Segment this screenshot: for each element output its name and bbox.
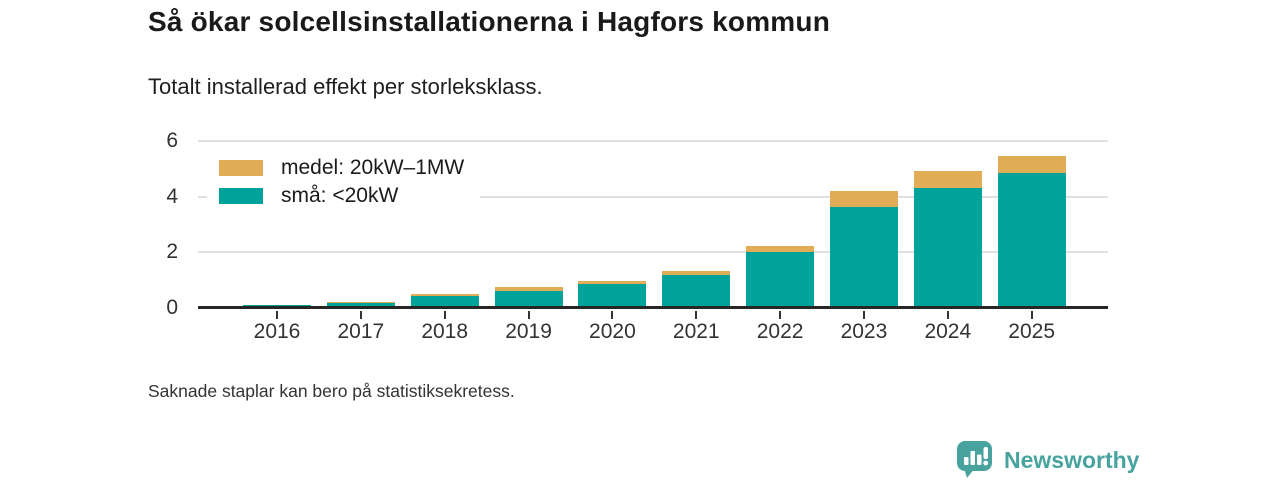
bar-segment-2018-medel [410, 293, 479, 297]
gridline-y6 [198, 140, 1108, 143]
x-tick-label-2020: 2020 [589, 320, 636, 343]
bar-segment-2021-medel [662, 271, 731, 276]
y-tick-label-0: 0 [166, 296, 178, 319]
chart-subtitle: Totalt installerad effekt per storlekskl… [148, 74, 543, 99]
bar-segment-2022-sma [746, 251, 815, 308]
legend-swatch-icon [219, 160, 263, 176]
x-tick-label-2022: 2022 [756, 320, 804, 343]
footnote: Saknade staplar kan bero på statistiksek… [148, 381, 515, 401]
x-tick-2021 [695, 311, 698, 319]
bar-segment-2020-sma [578, 283, 647, 308]
y-tick-label-6: 6 [166, 129, 178, 153]
y-tick-label-4: 4 [166, 184, 178, 208]
x-tick-label-2024: 2024 [924, 320, 972, 343]
logo-text: Newsworthy [1004, 446, 1140, 473]
bar-segment-2024-medel [913, 170, 982, 188]
legend-swatch-icon [219, 188, 263, 204]
x-tick-2017 [359, 311, 362, 319]
x-tick-2016 [276, 311, 278, 319]
x-tick-2019 [527, 311, 530, 319]
bar-segment-2017-sma [326, 302, 395, 308]
bar-segment-2023-medel [829, 190, 898, 207]
gridline-y2 [198, 251, 1108, 254]
bar-segment-2018-sma [410, 296, 479, 308]
x-tick-2022 [779, 311, 782, 319]
bar-segment-2025-medel [997, 155, 1066, 174]
bar-segment-2023-sma [829, 206, 898, 308]
legend-item-0: medel: 20kW–1MW [219, 156, 464, 180]
newsworthy-logo: Newsworthy [955, 440, 1139, 478]
x-axis-line [198, 306, 1108, 309]
bar-segment-2021-sma [662, 275, 731, 308]
x-tick-label-2019: 2019 [505, 320, 552, 343]
bar-segment-2019-sma [494, 290, 563, 308]
bar-segment-2025-sma [997, 173, 1066, 308]
bar-segment-2022-medel [746, 245, 815, 252]
x-tick-label-2017: 2017 [337, 320, 385, 343]
x-tick-2018 [443, 311, 446, 319]
legend-label: små: <20kW [281, 184, 399, 207]
y-tick-label-2: 2 [166, 240, 178, 264]
x-tick-2025 [1030, 311, 1033, 319]
plot-area [198, 126, 1108, 319]
x-tick-label-2023: 2023 [840, 320, 888, 343]
bar-segment-2020-medel [578, 281, 647, 284]
chart-title: Så ökar solcellsinstallationerna i Hagfo… [148, 6, 831, 37]
x-tick-label-2018: 2018 [421, 320, 469, 343]
x-tick-2023 [862, 311, 865, 319]
x-tick-label-2025: 2025 [1008, 320, 1055, 343]
legend-item-1: små: <20kW [219, 184, 464, 208]
gridline-y4 [198, 195, 1108, 198]
x-tick-label-2021: 2021 [672, 320, 720, 343]
x-tick-2020 [611, 311, 614, 319]
legend: medel: 20kW–1MW små: <20kW [207, 147, 481, 219]
bar-chart-speech-bubble-icon [957, 441, 992, 478]
x-tick-2024 [946, 311, 949, 319]
x-tick-label-2016: 2016 [253, 320, 301, 343]
legend-label: medel: 20kW–1MW [281, 156, 465, 179]
bar-segment-2019-medel [494, 286, 563, 291]
bar-segment-2017-medel [326, 301, 395, 303]
bar-segment-2024-sma [913, 187, 982, 308]
